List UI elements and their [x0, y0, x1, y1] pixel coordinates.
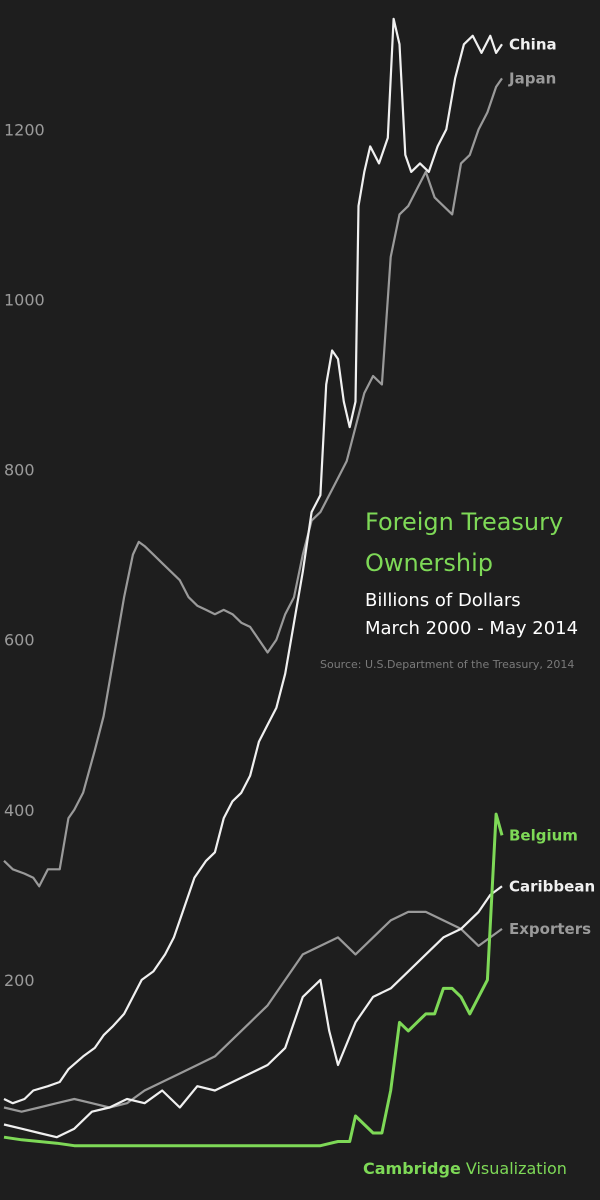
chart-source: Source: U.S.Department of the Treasury, …: [320, 658, 574, 671]
y-tick-label-400: 400: [4, 801, 35, 820]
y-tick-label-800: 800: [4, 461, 35, 480]
y-tick-label-1200: 1200: [4, 120, 45, 139]
series-line-japan: [3, 77, 503, 888]
series-label-belgium: Belgium: [509, 826, 578, 844]
series-labels: Japan China Exporters Caribbean Belgium: [508, 35, 595, 938]
y-axis-ticks: 200 400 600 800 1000 1200: [4, 120, 45, 990]
series-line-belgium: [3, 812, 504, 1148]
chart-title-line2: Ownership: [365, 549, 493, 577]
series-label-exporters: Exporters: [509, 920, 591, 938]
series-lines: [3, 17, 504, 1148]
series-line-exporters: [3, 910, 503, 1113]
y-tick-label-200: 200: [4, 971, 35, 990]
brand-credit-bold: Cambridge: [363, 1159, 461, 1178]
y-tick-label-600: 600: [4, 631, 35, 650]
brand-credit: Cambridge Visualization: [363, 1159, 567, 1178]
brand-credit-regular: Visualization: [461, 1159, 567, 1178]
series-line-caribbean: [3, 885, 503, 1139]
y-tick-label-1000: 1000: [4, 291, 45, 310]
chart-subtitle-line2: March 2000 - May 2014: [365, 618, 578, 639]
series-line-china: [3, 17, 503, 1105]
series-label-caribbean: Caribbean: [509, 877, 595, 895]
chart-title-line1: Foreign Treasury: [365, 508, 563, 536]
chart-subtitle-line1: Billions of Dollars: [365, 590, 521, 611]
series-label-china: China: [509, 35, 557, 53]
series-label-japan: Japan: [508, 69, 556, 87]
